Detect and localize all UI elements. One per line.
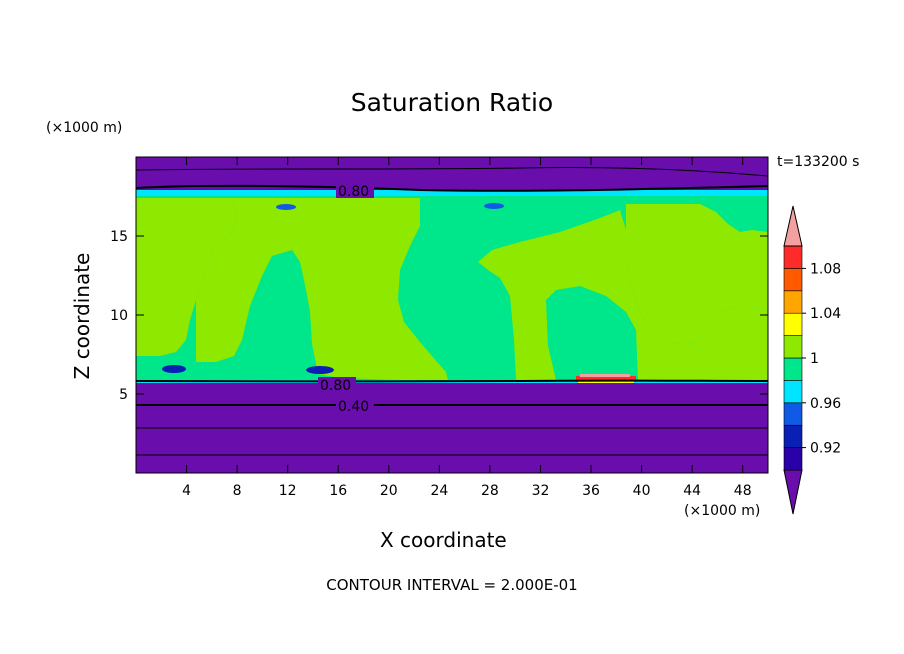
y-tick-label: 15 [110,229,128,245]
colorbar-label: 0.96 [810,396,841,412]
colorbar-box [783,447,803,471]
saturated-region-central [478,210,768,380]
contour-lines [135,166,769,456]
x-tick-label: 36 [582,483,600,499]
supersaturated-patch [576,376,636,382]
saturated-region-center-west [196,198,448,380]
x-tick-label: 44 [683,483,701,499]
x-axis-label: X coordinate [380,528,507,552]
y-tick-label: 5 [119,387,128,403]
colorbar-box [783,402,803,426]
colorbar-label: 1.08 [810,261,841,277]
colorbar-box [783,380,803,404]
colorbar-label: 1.04 [810,306,841,322]
colorbar-box [783,335,803,359]
y-axis-label: Z coordinate [70,252,94,380]
contour-field [136,157,768,473]
colorbar-box [783,245,803,269]
contour-interval-note: CONTOUR INTERVAL = 2.000E-01 [326,576,578,594]
x-tick-label: 40 [633,483,651,499]
colorbar-box [783,424,803,448]
colorbar-box [783,290,803,314]
colorbar-lower-arrow [783,469,803,515]
x-axis-unit: (×1000 m) [684,503,761,519]
y-axis-unit: (×1000 m) [46,120,123,136]
x-tick-label: 4 [182,483,191,499]
colorbar-upper-arrow [783,205,803,247]
y-axis-ticks: 5 10 15 [110,229,768,403]
colorbar: 0.92 0.96 1 1.04 1.08 [783,205,841,515]
x-tick-label: 48 [734,483,752,499]
chart-title: Saturation Ratio [350,88,554,117]
contour-label: 0.80 [320,378,351,394]
contour-label: 0.80 [338,184,369,200]
x-axis-ticks: 4 8 12 16 20 24 28 32 36 40 44 48 [182,157,752,499]
x-tick-label: 12 [279,483,297,499]
x-tick-label: 28 [481,483,499,499]
colorbar-label: 1 [810,351,819,367]
colorbar-box [783,357,803,381]
colorbar-box [783,312,803,336]
colorbar-label: 0.92 [810,441,841,457]
y-tick-label: 10 [110,308,128,324]
x-tick-label: 20 [380,483,398,499]
colorbar-box [783,268,803,292]
contour-label: 0.40 [338,399,369,415]
x-tick-label: 24 [430,483,448,499]
saturated-region-west [136,198,238,356]
x-tick-label: 16 [329,483,347,499]
contour-labels: 0.80 0.80 0.40 [318,183,374,415]
x-tick-label: 32 [532,483,550,499]
saturated-region-east-top [626,204,768,344]
time-label: t=133200 s [777,154,860,170]
x-tick-label: 8 [233,483,242,499]
